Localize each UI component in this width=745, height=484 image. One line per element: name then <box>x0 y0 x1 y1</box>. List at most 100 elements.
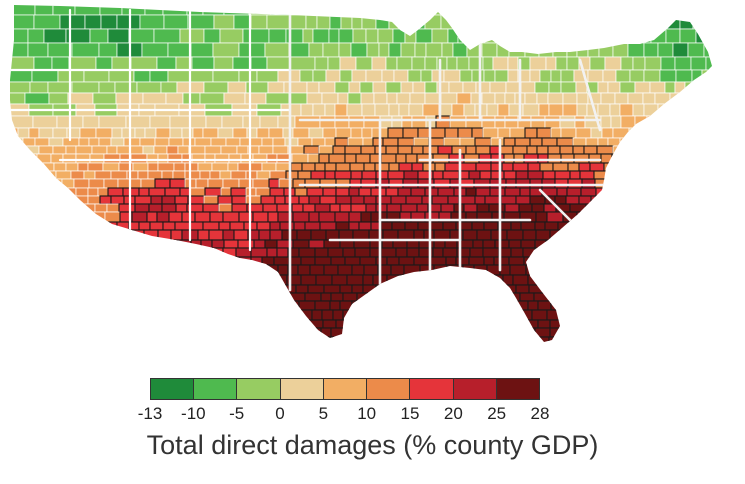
county-cell <box>298 247 316 258</box>
county-cell <box>157 162 175 172</box>
county-cell <box>65 145 77 155</box>
county-cell <box>179 187 191 197</box>
legend-tick-label: -13 <box>137 404 163 423</box>
county-cell <box>614 92 629 105</box>
county-cell <box>482 247 500 258</box>
county-cell <box>473 178 491 189</box>
county-cell <box>221 115 244 129</box>
county-cell <box>600 92 616 105</box>
county-cell <box>400 203 418 213</box>
county-cell <box>237 239 255 249</box>
county-cell <box>566 56 580 71</box>
county-cell <box>210 137 227 147</box>
county-cell <box>385 56 398 71</box>
county-cell <box>536 92 549 105</box>
county-cell <box>504 187 521 197</box>
county-cell <box>335 221 350 231</box>
county-cell <box>406 247 420 258</box>
county-cell <box>68 56 97 71</box>
county-cell <box>405 153 418 164</box>
county-cell <box>253 239 266 249</box>
county-cell <box>339 56 357 71</box>
county-cell <box>258 145 274 155</box>
county-cell <box>310 229 327 241</box>
county-cell <box>456 92 472 105</box>
county-cell <box>312 103 326 117</box>
county-cell <box>537 319 551 329</box>
county-cell <box>294 115 321 129</box>
county-cell <box>459 162 477 172</box>
county-cell <box>272 137 286 147</box>
county-cell <box>409 92 426 105</box>
county-cell <box>191 56 215 71</box>
county-cell <box>352 28 367 44</box>
county-cell <box>449 178 461 189</box>
legend-tick-label: 5 <box>318 404 329 423</box>
county-cell <box>471 127 484 139</box>
county-cell <box>344 256 361 266</box>
county-cell <box>238 42 266 58</box>
county-cell <box>195 178 209 189</box>
county-cell <box>445 256 457 266</box>
county-cell <box>604 56 622 71</box>
county-cell <box>580 187 597 197</box>
county-cell <box>218 203 233 213</box>
county-cell <box>462 229 478 241</box>
county-cell <box>140 178 156 189</box>
county-cell <box>153 145 168 155</box>
county-cell <box>10 69 33 83</box>
county-cell <box>350 42 368 58</box>
county-cell <box>149 221 164 231</box>
county-cell <box>150 195 163 205</box>
county-cell <box>547 145 561 155</box>
county-cell <box>417 178 435 189</box>
county-cell <box>273 256 290 266</box>
county-cell <box>261 162 277 172</box>
county-cell <box>189 187 206 197</box>
county-cell <box>422 103 440 117</box>
county-cell <box>550 127 562 139</box>
county-cell <box>103 153 121 164</box>
county-cell <box>397 229 415 241</box>
county-cell <box>377 28 394 44</box>
county-cell <box>560 127 577 139</box>
county-cell <box>362 137 374 147</box>
county-cell <box>355 153 371 164</box>
county-cell <box>443 69 461 83</box>
county-cell <box>455 256 470 266</box>
county-cell <box>375 203 388 213</box>
county-cell <box>500 195 517 205</box>
county-cell <box>529 195 546 205</box>
county-cell <box>167 153 183 164</box>
county-cell <box>342 247 356 258</box>
county-cell <box>314 203 331 213</box>
county-cell <box>529 56 547 71</box>
county-cell <box>507 69 519 83</box>
county-cell <box>242 28 270 44</box>
county-cell <box>547 153 562 164</box>
county-cell <box>442 170 460 180</box>
county-cell <box>411 115 427 129</box>
county-cell <box>131 211 148 223</box>
county-cell <box>515 195 531 205</box>
county-cell <box>98 42 118 58</box>
county-cell <box>519 292 535 302</box>
county-cell <box>417 127 431 139</box>
county-cell <box>264 239 278 249</box>
county-cell <box>335 162 351 172</box>
county-cell <box>269 229 283 241</box>
county-cell <box>360 178 377 189</box>
county-cell <box>199 170 211 180</box>
county-cell <box>339 203 352 213</box>
county-cell <box>338 229 354 241</box>
county-cell <box>212 69 240 83</box>
county-cell <box>169 178 186 189</box>
county-cell <box>129 178 142 189</box>
county-cell <box>334 103 348 117</box>
county-cell <box>408 103 424 117</box>
county-cell <box>79 127 97 139</box>
county-cell <box>492 56 509 71</box>
county-cell <box>505 178 517 189</box>
county-cell <box>71 81 100 94</box>
county-cell <box>293 221 306 231</box>
